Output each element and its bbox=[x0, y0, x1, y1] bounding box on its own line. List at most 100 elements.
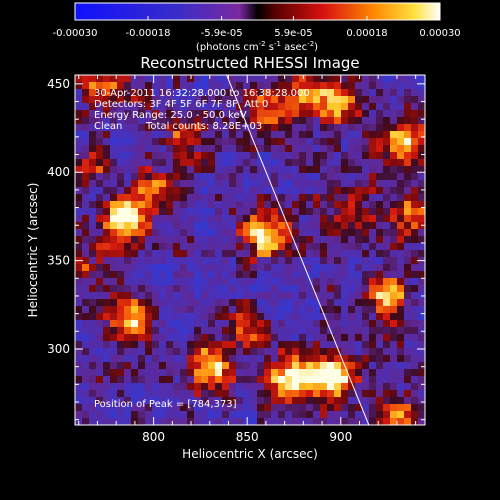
heatmap-cell bbox=[187, 383, 195, 391]
heatmap-cell bbox=[369, 243, 377, 251]
heatmap-cell bbox=[187, 145, 195, 153]
heatmap-cell bbox=[138, 194, 146, 202]
heatmap-cell bbox=[369, 250, 377, 258]
heatmap-cell bbox=[215, 376, 223, 384]
heatmap-cell bbox=[278, 306, 286, 314]
heatmap-cell bbox=[292, 208, 300, 216]
heatmap-cell bbox=[75, 390, 83, 398]
heatmap-cell bbox=[229, 124, 237, 132]
heatmap-cell bbox=[341, 418, 349, 425]
heatmap-cell bbox=[397, 96, 405, 104]
heatmap-cell bbox=[180, 194, 188, 202]
heatmap-cell bbox=[341, 411, 349, 419]
heatmap-cell bbox=[285, 411, 293, 419]
heatmap-cell bbox=[152, 390, 160, 398]
heatmap-cell bbox=[145, 355, 153, 363]
heatmap-cell bbox=[250, 75, 258, 83]
heatmap-cell bbox=[327, 306, 335, 314]
heatmap-cell bbox=[334, 369, 342, 377]
heatmap-cell bbox=[229, 89, 237, 97]
heatmap-cell bbox=[306, 138, 314, 146]
heatmap-cell bbox=[243, 369, 251, 377]
heatmap-cell bbox=[229, 411, 237, 419]
heatmap-cell bbox=[166, 383, 174, 391]
heatmap-cell bbox=[215, 327, 223, 335]
heatmap-cell bbox=[243, 348, 251, 356]
heatmap-cell bbox=[180, 82, 188, 90]
heatmap-cell bbox=[201, 75, 209, 83]
heatmap-cell bbox=[201, 124, 209, 132]
heatmap-cell bbox=[145, 201, 153, 209]
heatmap-cell bbox=[194, 376, 202, 384]
heatmap-cell bbox=[131, 89, 139, 97]
heatmap-cell bbox=[124, 110, 132, 118]
heatmap-cell bbox=[208, 222, 216, 230]
heatmap-cell bbox=[348, 124, 356, 132]
heatmap-cell bbox=[327, 355, 335, 363]
heatmap-cell bbox=[138, 110, 146, 118]
heatmap-cell bbox=[152, 208, 160, 216]
heatmap-cell bbox=[285, 313, 293, 321]
heatmap-cell bbox=[159, 82, 167, 90]
heatmap-cell bbox=[404, 369, 412, 377]
heatmap-cell bbox=[229, 264, 237, 272]
heatmap-cell bbox=[264, 418, 272, 425]
heatmap-cell bbox=[411, 215, 419, 223]
heatmap-cell bbox=[180, 103, 188, 111]
heatmap-cell bbox=[222, 383, 230, 391]
heatmap-cell bbox=[173, 355, 181, 363]
heatmap-cell bbox=[376, 299, 384, 307]
heatmap-cell bbox=[320, 348, 328, 356]
heatmap-cell bbox=[131, 313, 139, 321]
heatmap-cell bbox=[348, 159, 356, 167]
heatmap-cell bbox=[201, 110, 209, 118]
heatmap-cell bbox=[138, 418, 146, 425]
heatmap-cell bbox=[152, 75, 160, 83]
heatmap-cell bbox=[166, 194, 174, 202]
heatmap-cell bbox=[390, 166, 398, 174]
heatmap-cell bbox=[334, 75, 342, 83]
heatmap-cell bbox=[110, 208, 118, 216]
heatmap-cell bbox=[187, 215, 195, 223]
heatmap-cell bbox=[89, 404, 97, 412]
heatmap-cell bbox=[264, 271, 272, 279]
heatmap-cell bbox=[264, 145, 272, 153]
heatmap-cell bbox=[313, 306, 321, 314]
heatmap-cell bbox=[229, 75, 237, 83]
heatmap-cell bbox=[327, 334, 335, 342]
heatmap-cell bbox=[271, 236, 279, 244]
heatmap-cell bbox=[96, 166, 104, 174]
heatmap-cell bbox=[327, 369, 335, 377]
heatmap-cell bbox=[285, 271, 293, 279]
heatmap-cell bbox=[383, 173, 391, 181]
heatmap-cell bbox=[236, 159, 244, 167]
heatmap-cell bbox=[278, 313, 286, 321]
heatmap-cell bbox=[320, 187, 328, 195]
heatmap-cell bbox=[383, 362, 391, 370]
heatmap-cell bbox=[187, 194, 195, 202]
heatmap-cell bbox=[383, 250, 391, 258]
heatmap-cell bbox=[159, 187, 167, 195]
heatmap-cell bbox=[145, 117, 153, 125]
heatmap-cell bbox=[383, 292, 391, 300]
heatmap-cell bbox=[418, 285, 425, 293]
heatmap-cell bbox=[138, 103, 146, 111]
heatmap-cell bbox=[194, 397, 202, 405]
heatmap-cell bbox=[187, 166, 195, 174]
heatmap-cell bbox=[208, 257, 216, 265]
heatmap-cell bbox=[390, 292, 398, 300]
heatmap-cell bbox=[369, 229, 377, 237]
heatmap-cell bbox=[355, 117, 363, 125]
heatmap-cell bbox=[82, 96, 90, 104]
heatmap-cell bbox=[166, 362, 174, 370]
heatmap-cell bbox=[362, 264, 370, 272]
heatmap-cell bbox=[159, 271, 167, 279]
heatmap-cell bbox=[208, 131, 216, 139]
heatmap-cell bbox=[355, 355, 363, 363]
heatmap-cell bbox=[278, 341, 286, 349]
heatmap-cell bbox=[313, 243, 321, 251]
heatmap-cell bbox=[355, 103, 363, 111]
heatmap-cell bbox=[292, 299, 300, 307]
heatmap-cell bbox=[82, 299, 90, 307]
heatmap-cell bbox=[369, 208, 377, 216]
